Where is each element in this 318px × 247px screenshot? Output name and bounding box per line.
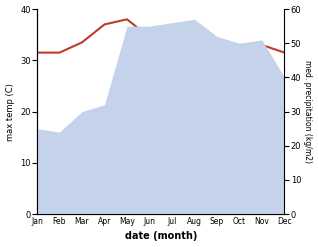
Y-axis label: max temp (C): max temp (C) <box>5 83 15 141</box>
X-axis label: date (month): date (month) <box>125 231 197 242</box>
Y-axis label: med. precipitation (kg/m2): med. precipitation (kg/m2) <box>303 60 313 163</box>
